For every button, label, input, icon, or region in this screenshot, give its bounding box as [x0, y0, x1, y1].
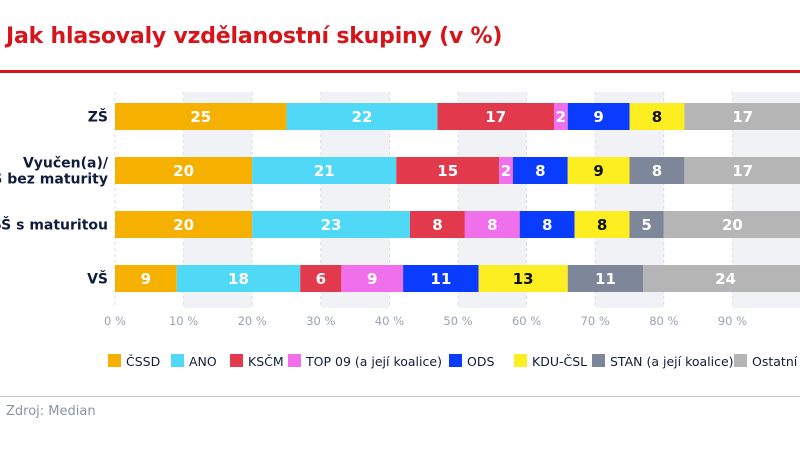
data-label: 8 — [542, 216, 552, 234]
bar-segment — [567, 157, 630, 184]
category-label: Vyučen(a)/ — [23, 156, 109, 172]
legend-swatch — [592, 354, 605, 367]
x-tick-label: 10 % — [169, 314, 198, 328]
title-divider — [0, 70, 800, 73]
bar-segment — [478, 265, 568, 292]
category-label: VŠ — [87, 270, 108, 288]
bar-segment — [252, 211, 410, 238]
bar-segment — [341, 265, 404, 292]
bar-segment — [567, 265, 644, 292]
data-label: 8 — [652, 162, 662, 180]
category-label: ZŠ — [88, 108, 108, 126]
source-note: Zdroj: Median — [6, 404, 96, 419]
bar-segment — [115, 157, 253, 184]
bar-segment — [512, 157, 568, 184]
data-label: 9 — [367, 270, 377, 288]
legend-swatch — [734, 354, 747, 367]
data-label: 17 — [732, 108, 753, 126]
bar-segment — [519, 211, 575, 238]
data-label: 20 — [173, 162, 194, 180]
bar-segment — [437, 103, 555, 130]
bar-segment — [115, 103, 287, 130]
x-tick-label: 90 % — [718, 314, 747, 328]
legend-label: KSČM — [248, 354, 284, 369]
data-label: 17 — [732, 162, 753, 180]
data-label: 2 — [501, 162, 511, 180]
bar-segment — [403, 265, 479, 292]
x-tick-label: 80 % — [649, 314, 678, 328]
category-label: SŠ s maturitou — [0, 216, 108, 234]
legend-swatch — [514, 354, 527, 367]
bar-segment — [396, 157, 500, 184]
bar-segment — [629, 103, 685, 130]
data-label: 9 — [593, 162, 603, 180]
bar-segment — [286, 103, 438, 130]
bar-segment — [567, 103, 630, 130]
data-label: 5 — [641, 216, 651, 234]
bar-segment — [643, 265, 800, 292]
legend-label: ANO — [189, 354, 217, 369]
legend-label: Ostatní — [752, 354, 798, 369]
chart-title: Jak hlasovaly vzdělanostní skupiny (v %) — [6, 24, 503, 49]
legend-label: TOP 09 (a její koalice) — [305, 354, 442, 369]
bar-segment — [629, 211, 664, 238]
data-label: 22 — [352, 108, 373, 126]
data-label: 11 — [595, 270, 616, 288]
data-label: 8 — [652, 108, 662, 126]
data-label: 8 — [535, 162, 545, 180]
data-label: 11 — [430, 270, 451, 288]
legend-label: ODS — [467, 354, 494, 369]
legend-label: STAN (a její koalice) — [610, 354, 734, 369]
legend-label: ČSSD — [126, 354, 160, 369]
x-tick-label: 60 % — [512, 314, 541, 328]
bar-segment — [176, 265, 301, 292]
data-label: 13 — [513, 270, 534, 288]
legend-swatch — [108, 354, 121, 367]
bar-segment — [300, 265, 342, 292]
bar-segment — [663, 211, 800, 238]
x-tick-label: 70 % — [581, 314, 610, 328]
bar-segment — [115, 265, 177, 292]
footer-divider — [0, 396, 800, 397]
data-label: 6 — [316, 270, 326, 288]
x-tick-label: 50 % — [443, 314, 472, 328]
legend-swatch — [230, 354, 243, 367]
x-tick-label: 0 % — [104, 314, 126, 328]
bar-segment — [574, 211, 630, 238]
data-label: 18 — [228, 270, 249, 288]
x-tick-label: 20 % — [238, 314, 267, 328]
data-label: 24 — [715, 270, 736, 288]
bar-segment — [554, 103, 568, 130]
bar-segment — [115, 211, 253, 238]
bar-segment — [409, 211, 465, 238]
data-label: 9 — [593, 108, 603, 126]
bar-segment — [629, 157, 685, 184]
data-label: 25 — [190, 108, 211, 126]
bar-segment — [684, 157, 800, 184]
legend-swatch — [288, 354, 301, 367]
category-label: SŠ bez maturity — [0, 170, 108, 188]
data-label: 20 — [722, 216, 743, 234]
data-label: 17 — [485, 108, 506, 126]
data-label: 8 — [432, 216, 442, 234]
data-label: 9 — [141, 270, 151, 288]
x-tick-label: 40 % — [375, 314, 404, 328]
data-label: 21 — [314, 162, 335, 180]
bar-segment — [252, 157, 397, 184]
bar-segment — [499, 157, 513, 184]
data-label: 15 — [437, 162, 458, 180]
bar-segment — [464, 211, 520, 238]
data-label: 2 — [556, 108, 566, 126]
bar-segment — [684, 103, 800, 130]
legend-swatch — [171, 354, 184, 367]
data-label: 8 — [597, 216, 607, 234]
legend-label: KDU-ČSL — [532, 354, 587, 369]
data-label: 23 — [321, 216, 342, 234]
legend-swatch — [449, 354, 462, 367]
data-label: 8 — [487, 216, 497, 234]
x-tick-label: 30 % — [306, 314, 335, 328]
data-label: 20 — [173, 216, 194, 234]
